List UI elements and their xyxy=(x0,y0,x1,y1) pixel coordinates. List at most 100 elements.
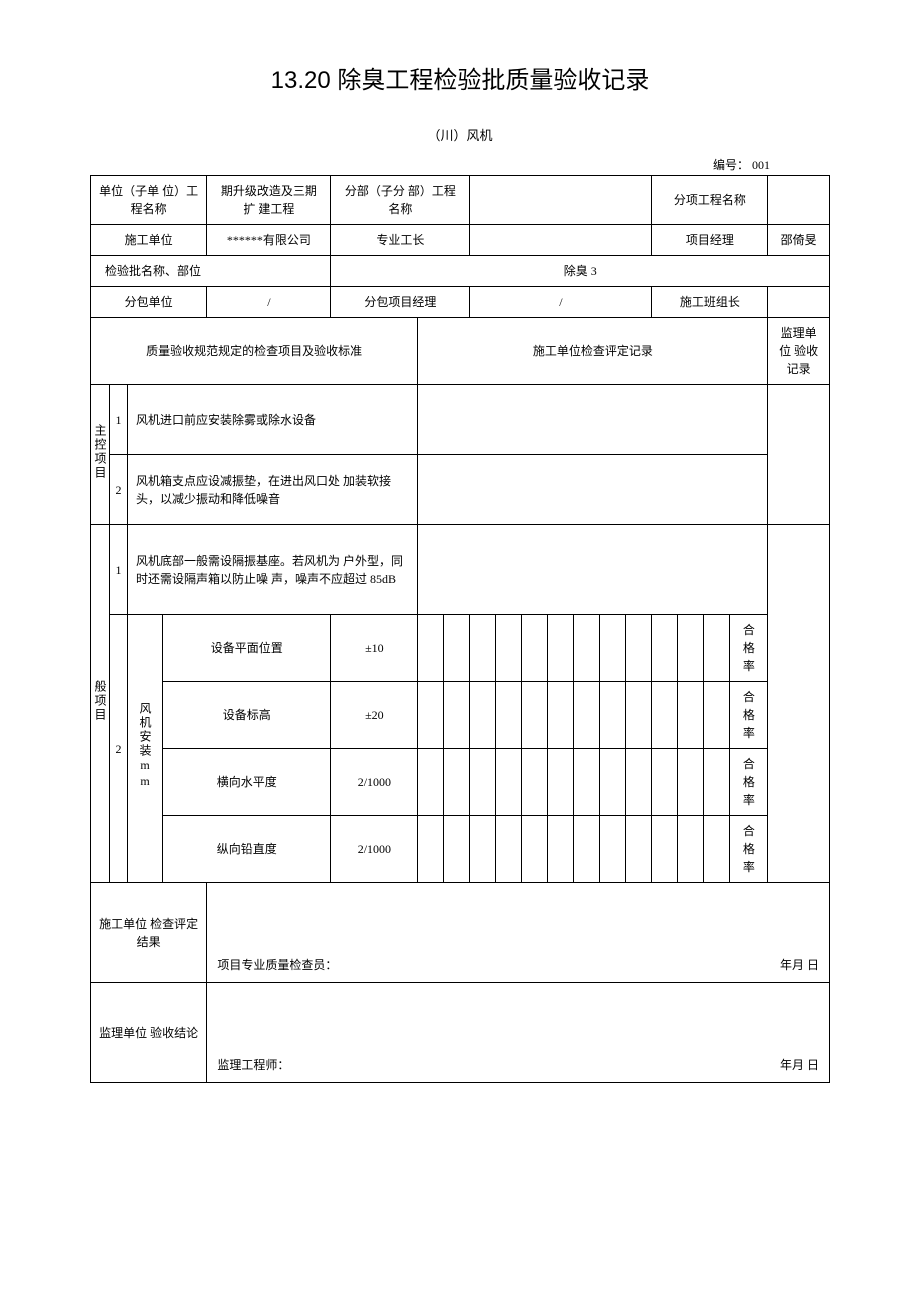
record-cell xyxy=(678,816,704,883)
record-cell xyxy=(418,385,768,455)
record-cell xyxy=(600,816,626,883)
serial-label: 编号： xyxy=(713,158,749,172)
general-item-no: 2 xyxy=(110,615,128,883)
table-row: 般项目 1 风机底部一般需设隔振基座。若风机为 户外型，同时还需设隔声箱以防止噪… xyxy=(91,525,830,615)
record-cell xyxy=(470,816,496,883)
inspect-result-value: 项目专业质量检查员： 年月 日 xyxy=(207,883,830,983)
record-cell xyxy=(470,615,496,682)
record-cell xyxy=(496,749,522,816)
record-cell xyxy=(652,749,678,816)
construction-unit-value: ******有限公司 xyxy=(207,225,331,256)
table-row: 纵向铅直度 2/1000 合格率 xyxy=(91,816,830,883)
measure-tolerance: 2/1000 xyxy=(331,816,418,883)
record-cell xyxy=(652,816,678,883)
batch-name-value: 除臭 3 xyxy=(331,256,830,287)
measure-tolerance: ±20 xyxy=(331,682,418,749)
main-item-text: 风机进口前应安装除雾或除水设备 xyxy=(128,385,418,455)
serial-value: 001 xyxy=(752,158,770,172)
measure-name: 设备标高 xyxy=(163,682,331,749)
pass-rate-label: 合格率 xyxy=(730,682,768,749)
record-cell xyxy=(626,682,652,749)
table-row: 检验批名称、部位 除臭 3 xyxy=(91,256,830,287)
sub-project-label: 分项工程名称 xyxy=(652,176,768,225)
record-cell xyxy=(574,749,600,816)
record-cell xyxy=(600,615,626,682)
record-cell xyxy=(652,682,678,749)
record-cell xyxy=(418,682,444,749)
record-cell xyxy=(704,682,730,749)
inspect-result-label: 施工单位 检查评定结果 xyxy=(91,883,207,983)
main-item-no: 2 xyxy=(110,455,128,525)
record-cell xyxy=(522,816,548,883)
main-item-text: 风机箱支点应设减振垫，在进出风口处 加装软接头，以减少振动和降低噪音 xyxy=(128,455,418,525)
record-cell xyxy=(444,816,470,883)
page-title: 13.20 除臭工程检验批质量验收记录 xyxy=(90,60,830,95)
subcontractor-label: 分包单位 xyxy=(91,287,207,318)
record-cell xyxy=(496,682,522,749)
record-cell xyxy=(548,749,574,816)
record-cell xyxy=(678,749,704,816)
record-cell xyxy=(444,749,470,816)
general-item-no: 1 xyxy=(110,525,128,615)
table-row: 横向水平度 2/1000 合格率 xyxy=(91,749,830,816)
record-cell xyxy=(600,682,626,749)
section-name-label: 分部（子分 部）工程名称 xyxy=(331,176,470,225)
record-cell xyxy=(704,816,730,883)
record-cell xyxy=(626,816,652,883)
table-row: 施工单位 ******有限公司 专业工长 项目经理 邵倚旻 xyxy=(91,225,830,256)
record-cell xyxy=(522,615,548,682)
table-row: 质量验收规范规定的检查项目及验收标准 施工单位检查评定记录 监理单位 验收记录 xyxy=(91,318,830,385)
col-supervisor: 监理单位 验收记录 xyxy=(768,318,830,385)
supervisor-cell xyxy=(768,385,830,525)
record-cell xyxy=(470,749,496,816)
record-cell xyxy=(704,749,730,816)
record-cell xyxy=(574,682,600,749)
date-label: 年月 日 xyxy=(780,956,819,974)
unit-name-value: 期升级改造及三期扩 建工程 xyxy=(207,176,331,225)
record-cell xyxy=(678,682,704,749)
unit-name-label: 单位（子单 位）工程名称 xyxy=(91,176,207,225)
foreman-label: 专业工长 xyxy=(331,225,470,256)
record-cell xyxy=(418,525,768,615)
table-row: 单位（子单 位）工程名称 期升级改造及三期扩 建工程 分部（子分 部）工程名称 … xyxy=(91,176,830,225)
col-standard: 质量验收规范规定的检查项目及验收标准 xyxy=(91,318,418,385)
main-items-label: 主控项目 xyxy=(91,385,110,525)
inspection-table: 单位（子单 位）工程名称 期升级改造及三期扩 建工程 分部（子分 部）工程名称 … xyxy=(90,175,830,1083)
pass-rate-label: 合格率 xyxy=(730,615,768,682)
table-row: 设备标高 ±20 合格率 xyxy=(91,682,830,749)
measure-name: 设备平面位置 xyxy=(163,615,331,682)
serial-number: 编号： 001 xyxy=(90,156,830,173)
record-cell xyxy=(496,816,522,883)
table-row: 监理单位 验收结论 监理工程师： 年月 日 xyxy=(91,983,830,1083)
measure-tolerance: 2/1000 xyxy=(331,749,418,816)
pm-label: 项目经理 xyxy=(652,225,768,256)
section-name-value xyxy=(470,176,652,225)
record-cell xyxy=(496,615,522,682)
team-leader-value xyxy=(768,287,830,318)
table-row: 施工单位 检查评定结果 项目专业质量检查员： 年月 日 xyxy=(91,883,830,983)
supervisor-cell xyxy=(768,525,830,883)
record-cell xyxy=(678,615,704,682)
record-cell xyxy=(444,615,470,682)
record-cell xyxy=(600,749,626,816)
record-cell xyxy=(470,682,496,749)
pass-rate-label: 合格率 xyxy=(730,749,768,816)
record-cell xyxy=(418,615,444,682)
record-cell xyxy=(444,682,470,749)
record-cell xyxy=(548,615,574,682)
record-cell xyxy=(574,816,600,883)
record-cell xyxy=(652,615,678,682)
supervisor-result-value: 监理工程师： 年月 日 xyxy=(207,983,830,1083)
table-row: 2 风机安装mm 设备平面位置 ±10 合格率 xyxy=(91,615,830,682)
pm-value: 邵倚旻 xyxy=(768,225,830,256)
table-row: 分包单位 / 分包项目经理 / 施工班组长 xyxy=(91,287,830,318)
record-cell xyxy=(418,749,444,816)
record-cell xyxy=(418,455,768,525)
general-items-label: 般项目 xyxy=(91,525,110,883)
table-row: 主控项目 1 风机进口前应安装除雾或除水设备 xyxy=(91,385,830,455)
measure-group-label: 风机安装mm xyxy=(128,615,163,883)
main-item-no: 1 xyxy=(110,385,128,455)
date-label: 年月 日 xyxy=(780,1056,819,1074)
col-record: 施工单位检查评定记录 xyxy=(418,318,768,385)
team-leader-label: 施工班组长 xyxy=(652,287,768,318)
